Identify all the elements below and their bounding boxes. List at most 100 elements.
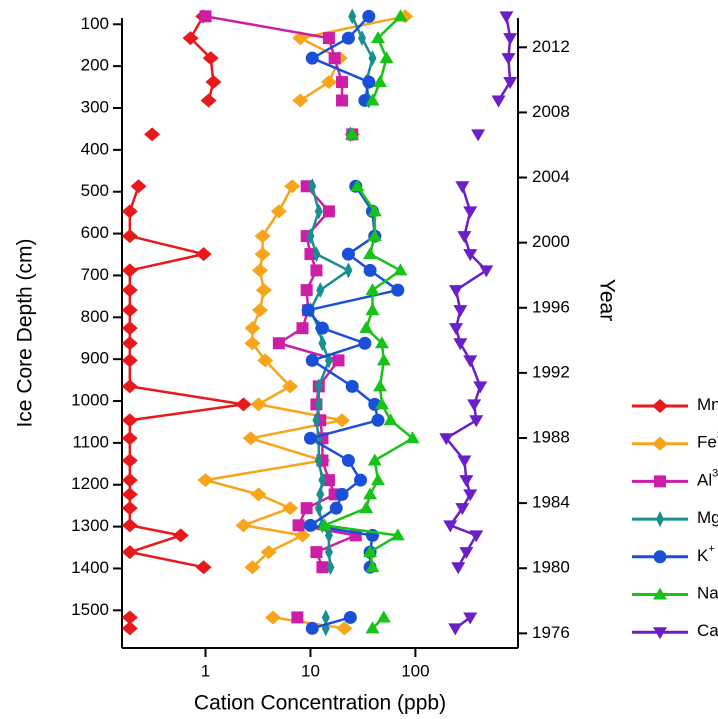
marker	[130, 179, 147, 194]
marker	[391, 283, 405, 297]
y-tick-label: 600	[81, 223, 109, 242]
y2-tick-label: 1984	[532, 493, 570, 512]
marker	[121, 501, 138, 516]
marker	[334, 413, 351, 428]
x-tick-label: 100	[401, 661, 429, 680]
legend-name: Ca	[697, 622, 718, 641]
marker	[469, 530, 484, 543]
y-tick-label: 100	[81, 14, 109, 33]
marker	[326, 559, 335, 576]
marker	[254, 229, 271, 244]
legend-label: Al3+	[697, 467, 718, 490]
marker	[199, 10, 212, 23]
marker	[308, 178, 317, 195]
y-tick-label: 1300	[71, 516, 109, 535]
marker	[322, 474, 335, 487]
marker	[300, 502, 313, 515]
marker	[200, 93, 217, 108]
marker	[121, 518, 138, 533]
marker	[305, 621, 319, 635]
marker	[405, 431, 420, 444]
legend-label: K+	[697, 543, 715, 566]
marker	[312, 246, 321, 263]
marker	[329, 501, 343, 515]
marker	[242, 431, 259, 446]
legend-name: Mg	[697, 509, 718, 528]
y-tick-label: 1400	[71, 558, 109, 577]
marker	[315, 321, 329, 335]
marker	[449, 323, 464, 336]
x-tick-label: 10	[301, 661, 320, 680]
marker	[121, 431, 138, 446]
marker	[121, 283, 138, 298]
marker	[383, 413, 398, 426]
marker	[376, 353, 391, 366]
marker	[459, 475, 474, 488]
marker	[317, 518, 332, 531]
marker	[463, 612, 478, 625]
marker	[653, 550, 667, 564]
marker	[316, 486, 325, 503]
y-tick-label: 800	[81, 307, 109, 326]
y2-tick-label: 1992	[532, 362, 570, 381]
marker	[321, 609, 330, 626]
marker	[121, 263, 138, 278]
marker	[344, 262, 353, 279]
marker	[312, 412, 321, 429]
marker	[371, 413, 385, 427]
marker	[390, 528, 405, 541]
marker	[367, 453, 382, 466]
marker	[393, 263, 408, 276]
marker	[363, 487, 378, 500]
marker	[296, 322, 309, 335]
marker	[195, 560, 212, 575]
marker	[341, 453, 355, 467]
marker	[121, 473, 138, 488]
marker	[379, 51, 394, 64]
y2-tick-label: 2008	[532, 102, 570, 121]
marker	[144, 127, 161, 142]
y-tick-label: 200	[81, 56, 109, 75]
marker	[282, 379, 299, 394]
marker	[363, 545, 378, 558]
marker	[324, 544, 333, 561]
marker	[370, 31, 385, 44]
marker	[336, 94, 349, 107]
marker	[345, 127, 360, 140]
legend-charge: +	[708, 543, 714, 555]
marker	[282, 501, 299, 516]
y2-tick-label: 1976	[532, 623, 570, 642]
marker	[359, 321, 374, 334]
marker	[373, 75, 388, 88]
marker	[320, 75, 337, 90]
marker	[316, 561, 329, 574]
marker	[443, 520, 458, 533]
marker	[197, 473, 214, 488]
marker	[121, 229, 138, 244]
marker	[463, 355, 478, 368]
marker	[272, 337, 285, 350]
marker	[314, 500, 323, 517]
legend-label: Ca2+	[697, 618, 718, 641]
y-tick-label: 900	[81, 349, 109, 368]
marker	[653, 627, 667, 640]
marker	[439, 433, 454, 446]
marker	[451, 562, 466, 575]
marker	[305, 51, 319, 65]
legend-charge: 3+	[712, 467, 718, 479]
marker	[501, 53, 516, 66]
legend-name: Fe	[697, 433, 717, 452]
marker	[373, 379, 388, 392]
marker	[291, 611, 304, 624]
marker	[656, 511, 664, 528]
marker	[503, 33, 518, 46]
marker	[653, 587, 667, 600]
y-tick-label: 1100	[72, 432, 109, 451]
marker	[304, 248, 317, 261]
marker	[314, 396, 323, 413]
marker	[367, 229, 382, 242]
marker	[491, 95, 506, 108]
marker	[121, 487, 138, 502]
marker	[448, 623, 463, 636]
marker	[332, 354, 345, 367]
